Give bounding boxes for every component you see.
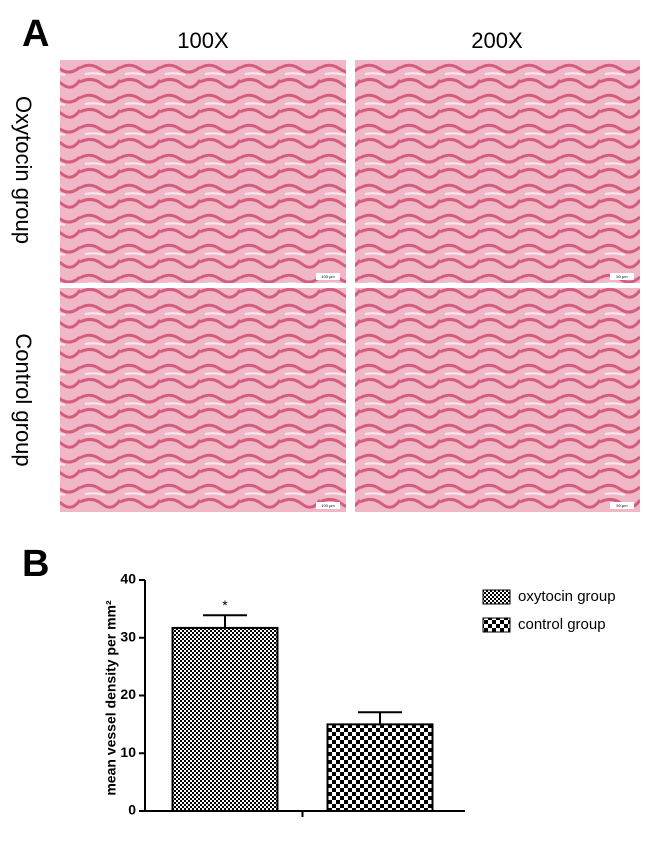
bar bbox=[171, 626, 279, 812]
scale-bar bbox=[610, 502, 634, 509]
column-label: 200X bbox=[471, 28, 523, 53]
scale-bar bbox=[316, 502, 340, 509]
micrograph bbox=[60, 60, 346, 283]
row-label: Control group bbox=[11, 333, 36, 466]
y-tick-label: 40 bbox=[120, 571, 136, 587]
y-tick-label: 30 bbox=[120, 628, 136, 644]
y-axis-label: mean vessel density per mm² bbox=[103, 600, 119, 796]
y-tick-label: 10 bbox=[120, 744, 136, 760]
legend-swatch bbox=[482, 589, 511, 605]
y-tick-label: 0 bbox=[128, 802, 136, 818]
error-bar bbox=[203, 614, 247, 628]
scale-bar-label: 50 μm bbox=[616, 503, 628, 508]
scale-bar-label: 100 μm bbox=[321, 503, 335, 508]
y-tick-label: 20 bbox=[120, 686, 136, 702]
significance-marker: * bbox=[222, 597, 228, 613]
micrograph bbox=[355, 60, 640, 283]
column-label: 100X bbox=[177, 28, 229, 53]
scale-bar bbox=[610, 273, 634, 280]
micrograph bbox=[60, 288, 346, 512]
micrograph bbox=[355, 288, 640, 512]
panel-label: B bbox=[22, 543, 49, 585]
legend-label: oxytocin group bbox=[518, 588, 616, 605]
scale-bar-label: 100 μm bbox=[321, 274, 335, 279]
row-label: Oxytocin group bbox=[11, 96, 36, 244]
error-bar bbox=[358, 711, 402, 725]
scale-bar bbox=[316, 273, 340, 280]
scale-bar-label: 50 μm bbox=[616, 274, 628, 279]
bar bbox=[326, 723, 434, 812]
legend-label: control group bbox=[518, 616, 606, 633]
panel-label: A bbox=[22, 13, 49, 55]
legend-swatch bbox=[482, 617, 511, 633]
